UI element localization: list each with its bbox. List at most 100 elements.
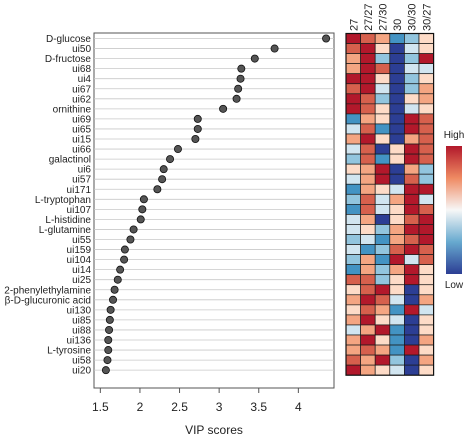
- category-label: ui25: [72, 275, 91, 286]
- heatmap-cell: [374, 173, 391, 185]
- heatmap-cell: [345, 103, 361, 115]
- x-tick-label: 2: [137, 400, 144, 414]
- heatmap-cell: [374, 83, 391, 95]
- heatmap-cell: [360, 153, 376, 165]
- heatmap-column-label: 30: [392, 19, 404, 31]
- category-label: ui6: [78, 165, 92, 176]
- heatmap-cell: [389, 173, 405, 185]
- heatmap-cell: [418, 143, 434, 155]
- heatmap-cell: [404, 334, 420, 346]
- heatmap-cell: [404, 364, 420, 376]
- heatmap-cell: [374, 354, 391, 366]
- category-label: ui57: [72, 175, 91, 186]
- heatmap-cell: [404, 83, 420, 95]
- heatmap-cell: [418, 83, 434, 95]
- category-label: ui66: [72, 145, 91, 156]
- heatmap-cell: [360, 304, 376, 316]
- heatmap-cell: [418, 173, 434, 185]
- heatmap-cell: [418, 344, 434, 356]
- category-label: ui55: [72, 235, 91, 246]
- data-point: [237, 64, 246, 73]
- data-point: [109, 295, 118, 304]
- heatmap-cell: [404, 43, 420, 54]
- heatmap-frame: [345, 32, 435, 376]
- category-label: L-glutamine: [39, 225, 92, 236]
- x-axis: 1.5 2 2.5 3 3.5 4: [92, 388, 302, 414]
- category-label: L-tyrosine: [47, 346, 91, 357]
- data-point: [159, 165, 168, 174]
- heatmap-cell: [418, 324, 434, 336]
- heatmap-cell: [389, 304, 405, 316]
- heatmap-cell: [418, 53, 434, 64]
- heatmap-cell: [389, 364, 405, 376]
- heatmap-cell: [404, 254, 420, 266]
- x-tick-label: 2.5: [171, 400, 188, 414]
- heatmap-cell: [389, 354, 405, 366]
- heatmap-cell: [389, 254, 405, 266]
- heatmap-cell: [418, 63, 434, 75]
- heatmap-cell: [374, 183, 391, 195]
- heatmap-cell: [404, 214, 420, 225]
- heatmap-column-label: 30/30: [407, 3, 419, 31]
- data-point: [270, 44, 279, 53]
- heatmap-cell: [345, 354, 361, 366]
- heatmap: [345, 32, 435, 376]
- heatmap-cell: [374, 244, 391, 255]
- heatmap-cell: [389, 334, 405, 346]
- data-point: [126, 235, 135, 244]
- heatmap-cell: [389, 83, 405, 95]
- heatmap-cell: [374, 103, 391, 115]
- data-point: [116, 265, 125, 274]
- heatmap-cell: [360, 214, 376, 225]
- heatmap-cell: [360, 314, 376, 326]
- heatmap-cell: [374, 113, 391, 125]
- category-label: ui104: [67, 255, 92, 266]
- data-point: [101, 366, 110, 375]
- heatmap-cell: [345, 173, 361, 185]
- heatmap-cell: [404, 173, 420, 185]
- heatmap-cell: [345, 284, 361, 296]
- heatmap-cell: [418, 193, 434, 205]
- category-label: 2-phenylethylamine: [4, 285, 91, 296]
- grid-lines: [94, 38, 334, 371]
- heatmap-cell: [389, 153, 405, 165]
- heatmap-cell: [360, 183, 376, 195]
- heatmap-cell: [374, 133, 391, 145]
- heatmap-cell: [418, 234, 434, 245]
- heatmap-cell: [418, 274, 434, 286]
- heatmap-cell: [389, 163, 405, 175]
- heatmap-cell: [374, 43, 391, 54]
- heatmap-cell: [404, 63, 420, 75]
- heatmap-cell: [374, 93, 391, 105]
- heatmap-cell: [404, 103, 420, 115]
- heatmap-cell: [404, 33, 420, 44]
- data-point: [173, 145, 182, 154]
- category-label: ui4: [78, 74, 92, 85]
- heatmap-cell: [374, 304, 391, 316]
- category-label: D-glucose: [46, 34, 91, 45]
- heatmap-cell: [360, 204, 376, 215]
- heatmap-cell: [389, 103, 405, 115]
- color-legend-bar: [446, 146, 462, 274]
- heatmap-cell: [345, 274, 361, 286]
- heatmap-cell: [360, 193, 376, 205]
- heatmap-cell: [418, 354, 434, 366]
- heatmap-cell: [345, 43, 361, 54]
- category-label: L-histidine: [45, 215, 91, 226]
- heatmap-cell: [418, 123, 434, 135]
- heatmap-cell: [360, 324, 376, 336]
- category-label: ui62: [72, 94, 91, 105]
- x-tick-label: 3: [216, 400, 223, 414]
- heatmap-cell: [404, 93, 420, 105]
- heatmap-cell: [374, 294, 391, 306]
- heatmap-cell: [345, 153, 361, 165]
- heatmap-cell: [418, 284, 434, 296]
- data-point: [105, 325, 114, 334]
- category-label: ui69: [72, 114, 91, 125]
- heatmap-cell: [345, 163, 361, 175]
- heatmap-cell: [345, 324, 361, 336]
- heatmap-cell: [404, 73, 420, 85]
- category-label: L-tryptophan: [35, 195, 91, 206]
- data-point: [250, 54, 259, 63]
- heatmap-cell: [360, 264, 376, 276]
